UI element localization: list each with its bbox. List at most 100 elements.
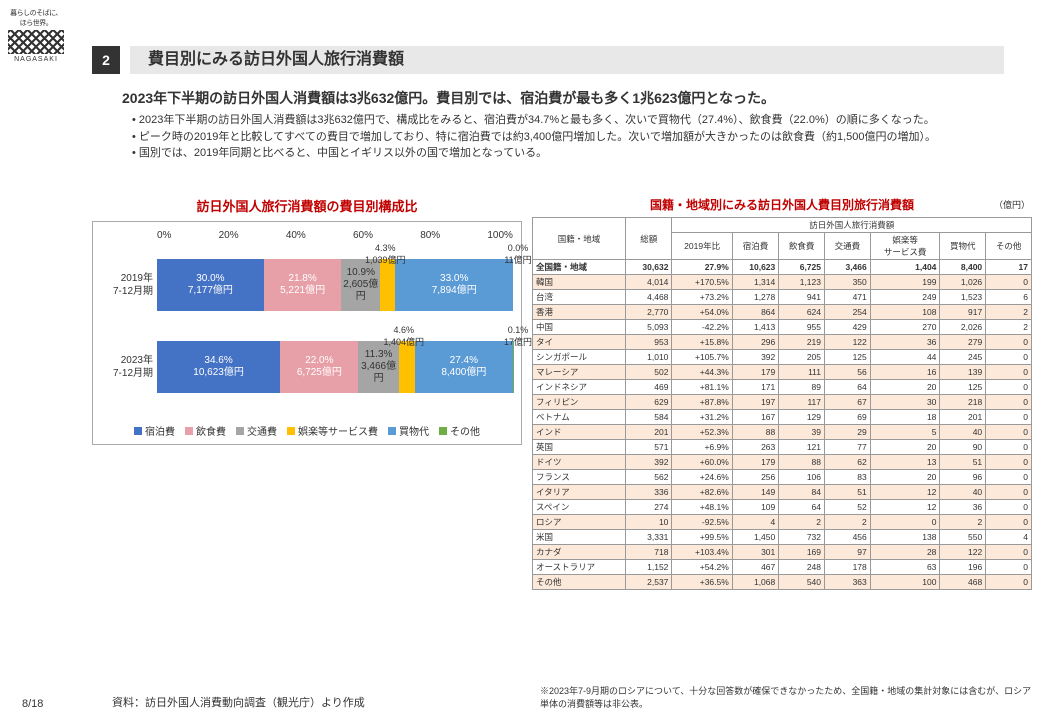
td-value: 167 <box>732 410 778 425</box>
td-value: 0 <box>986 485 1032 500</box>
td-name: イタリア <box>533 485 626 500</box>
legend-label: 買物代 <box>399 423 429 438</box>
td-value: 96 <box>940 470 986 485</box>
td-value: 88 <box>732 425 778 440</box>
td-value: 864 <box>732 305 778 320</box>
td-value: 296 <box>732 335 778 350</box>
td-value: 467 <box>732 560 778 575</box>
td-value: 88 <box>779 455 825 470</box>
legend-item: 買物代 <box>388 423 429 438</box>
td-value: +82.6% <box>672 485 732 500</box>
page-subtitle: 2023年下半期の訪日外国人消費額は3兆632億円。費目別では、宿泊費が最も多く… <box>122 88 775 108</box>
callout: 4.3% 1,039億円 <box>350 243 420 266</box>
logo: 暮らしのそばに、ほら世界。 NAGASAKI <box>8 8 64 63</box>
td-value: 20 <box>870 440 940 455</box>
th: 国籍・地域 <box>533 218 626 260</box>
td-value: 12 <box>870 500 940 515</box>
td-value: 4,468 <box>625 290 671 305</box>
td-value: 0 <box>986 545 1032 560</box>
table-row: インド201+52.3%8839295400 <box>533 425 1032 440</box>
td-value: 62 <box>825 455 871 470</box>
td-value: 169 <box>779 545 825 560</box>
bar-segment <box>399 341 415 393</box>
td-value: +44.3% <box>672 365 732 380</box>
section-number: 2 <box>92 46 120 74</box>
logo-tagline: 暮らしのそばに、ほら世界。 <box>8 8 64 28</box>
td-value: 205 <box>779 350 825 365</box>
data-table: 国籍・地域総額訪日外国人旅行消費額2019年比宿泊費飲食費交通費娯楽等サービス費… <box>532 217 1032 590</box>
td-value: 2,537 <box>625 575 671 590</box>
axis-label: 80% <box>420 230 440 241</box>
chart-legend: 宿泊費飲食費交通費娯楽等サービス費買物代その他 <box>101 423 513 438</box>
td-value: +36.5% <box>672 575 732 590</box>
legend-swatch <box>388 427 396 435</box>
bar-segment: 22.0%6,725億円 <box>280 341 358 393</box>
legend-label: 交通費 <box>247 423 277 438</box>
td-value: +73.2% <box>672 290 732 305</box>
td-value: 629 <box>625 395 671 410</box>
td-value: 20 <box>870 380 940 395</box>
chart-axis: 0%20%40%60%80%100% <box>101 230 513 241</box>
td-value: 52 <box>825 500 871 515</box>
th: 総額 <box>625 218 671 260</box>
td-name: インド <box>533 425 626 440</box>
td-value: 955 <box>779 320 825 335</box>
td-value: 1,123 <box>779 275 825 290</box>
td-value: 97 <box>825 545 871 560</box>
bullet-item: 2023年下半期の訪日外国人消費額は3兆632億円で、構成比をみると、宿泊費が3… <box>132 112 1002 129</box>
td-value: 67 <box>825 395 871 410</box>
page-number: 8/18 <box>22 698 43 710</box>
td-value: 0 <box>986 575 1032 590</box>
bar-row: 2019年7-12月期30.0%7,177億円21.8%5,221億円10.9%… <box>101 259 513 311</box>
td-value: 125 <box>825 350 871 365</box>
section-title: 費目別にみる訪日外国人旅行消費額 <box>130 46 1004 74</box>
td-value: +24.6% <box>672 470 732 485</box>
td-value: 4 <box>732 515 778 530</box>
td-value: 0 <box>986 395 1032 410</box>
td-value: 6,725 <box>779 260 825 275</box>
td-name: タイ <box>533 335 626 350</box>
table-row: 米国3,331+99.5%1,4507324561385504 <box>533 530 1032 545</box>
td-value: 111 <box>779 365 825 380</box>
td-value: 0 <box>986 410 1032 425</box>
table-row: フランス562+24.6%2561068320960 <box>533 470 1032 485</box>
table-row: 英国571+6.9%2631217720900 <box>533 440 1032 455</box>
table-row: 台湾4,468+73.2%1,2789414712491,5236 <box>533 290 1032 305</box>
td-name: マレーシア <box>533 365 626 380</box>
td-name: カナダ <box>533 545 626 560</box>
legend-swatch <box>185 427 193 435</box>
logo-name: NAGASAKI <box>8 56 64 63</box>
td-name: ベトナム <box>533 410 626 425</box>
td-value: 248 <box>779 560 825 575</box>
td-value: 1,523 <box>940 290 986 305</box>
td-name: 中国 <box>533 320 626 335</box>
td-name: 米国 <box>533 530 626 545</box>
bar-segment: 21.8%5,221億円 <box>264 259 342 311</box>
td-value: 83 <box>825 470 871 485</box>
td-value: 0 <box>986 560 1032 575</box>
td-value: 20 <box>870 470 940 485</box>
td-value: 2 <box>986 320 1032 335</box>
table-row: 中国5,093-42.2%1,4139554292702,0262 <box>533 320 1032 335</box>
legend-swatch <box>134 427 142 435</box>
table-row: 香港2,770+54.0%8646242541089172 <box>533 305 1032 320</box>
td-name: ロシア <box>533 515 626 530</box>
td-value: 4 <box>986 530 1032 545</box>
td-value: 1,068 <box>732 575 778 590</box>
td-value: 953 <box>625 335 671 350</box>
td-value: 0 <box>986 440 1032 455</box>
td-value: 125 <box>940 380 986 395</box>
td-name: オーストラリア <box>533 560 626 575</box>
td-value: 471 <box>825 290 871 305</box>
td-value: 245 <box>940 350 986 365</box>
td-value: 17 <box>986 260 1032 275</box>
td-value: 2 <box>779 515 825 530</box>
legend-label: 飲食費 <box>196 423 226 438</box>
td-value: 77 <box>825 440 871 455</box>
axis-label: 20% <box>219 230 239 241</box>
td-value: 1,152 <box>625 560 671 575</box>
bar-segment: 27.4%8,400億円 <box>415 341 513 393</box>
table-unit: （億円） <box>994 198 1030 211</box>
td-value: +105.7% <box>672 350 732 365</box>
td-value: 301 <box>732 545 778 560</box>
